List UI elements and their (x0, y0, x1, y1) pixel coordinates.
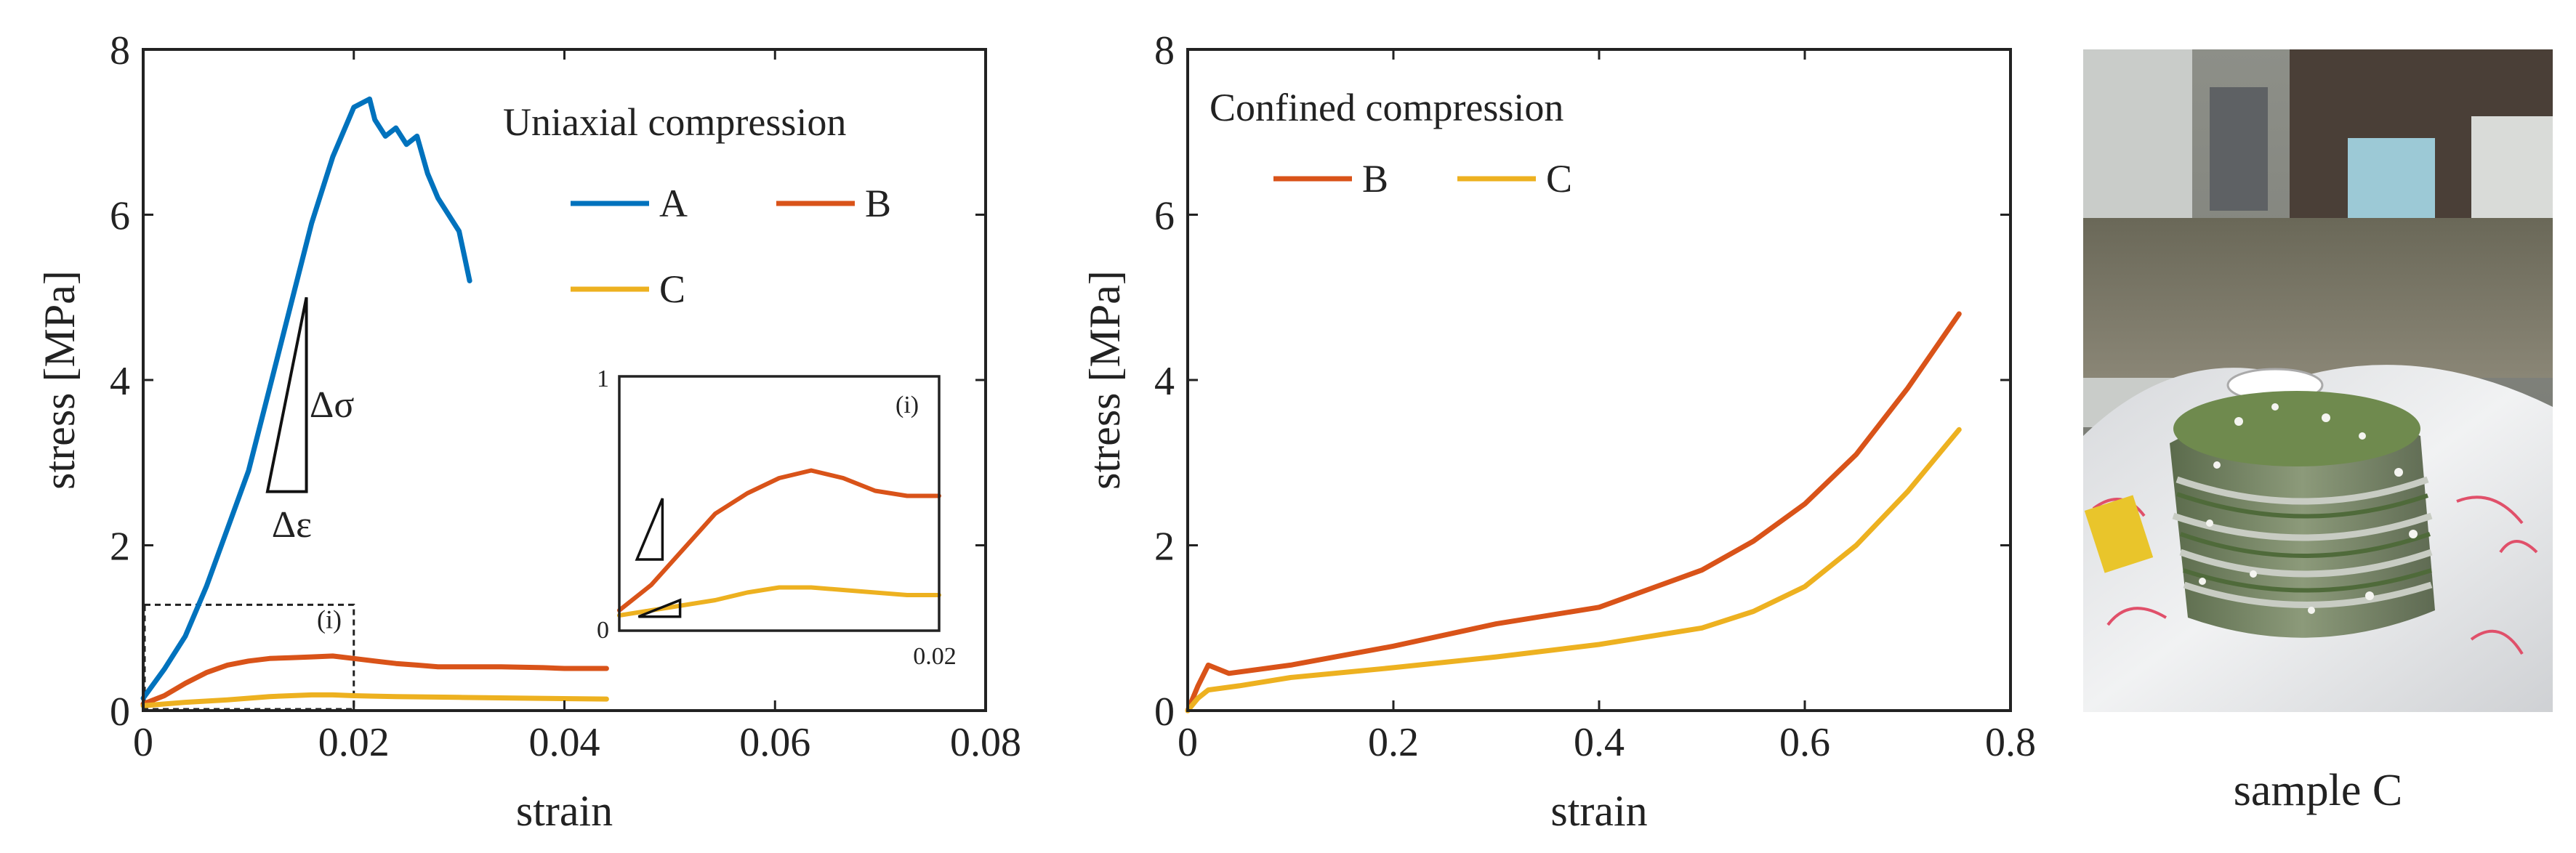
confined-x-tick-label: 0.4 (1574, 720, 1625, 765)
uniaxial-y-axis-label: stress [MPa] (36, 270, 84, 490)
inset-series (617, 468, 941, 618)
confined-x-tick-label: 0 (1178, 720, 1198, 765)
uniaxial-x-tick-label: 0.06 (739, 720, 810, 765)
confined-x-tick-label: 0.6 (1779, 720, 1830, 765)
confined-y-tick-label: 0 (1154, 690, 1175, 735)
inset-ticks: 010.02 (597, 365, 957, 670)
uniaxial-legend-label-a: A (659, 182, 688, 225)
inset-y-tick-label: 0 (597, 617, 609, 644)
inset-x-tick-label: 0.02 (913, 643, 957, 670)
uniaxial-y-tick-label: 6 (110, 194, 130, 239)
uniaxial-x-tick-label: 0.08 (950, 720, 1021, 765)
confined-y-tick-label: 8 (1154, 28, 1175, 73)
inset-label: (i) (895, 392, 919, 419)
inset-chart: 010.02 (i) (597, 365, 957, 670)
uniaxial-y-tick-label: 4 (110, 359, 130, 404)
confined-x-tick-label: 0.2 (1368, 720, 1419, 765)
uniaxial-x-axis-label: strain (516, 787, 613, 835)
uniaxial-series-c-line (140, 692, 609, 708)
inset-series-b-line (617, 468, 941, 613)
uniaxial-x-tick-label: 0.04 (529, 720, 600, 765)
confined-legend-label-b: B (1362, 157, 1388, 201)
uniaxial-x-tick-label: 0.02 (318, 720, 390, 765)
confined-chart: 0 0.2 0.4 0.6 0.8 0 2 4 6 8 strain stress [MPa] C… (1081, 28, 2036, 835)
confined-legend-label-c: C (1546, 157, 1572, 201)
uniaxial-legend-title: Uniaxial compression (503, 100, 846, 144)
slope-triangle: Δσ Δε (265, 296, 354, 546)
confined-y-axis-label: stress [MPa] (1081, 270, 1129, 490)
confined-plot-frame (1186, 48, 2012, 712)
confined-y-tick-label: 6 (1154, 194, 1175, 239)
photo-caption: sample C (2234, 766, 2402, 815)
confined-series (1185, 311, 1962, 713)
confined-x-axis-label: strain (1550, 787, 1647, 835)
uniaxial-legend: Uniaxial compression A B C (503, 100, 891, 311)
inset-plot-frame (618, 375, 941, 632)
inset-y-tick-label: 1 (597, 365, 609, 392)
uniaxial-legend-label-b: B (865, 182, 891, 225)
delta-epsilon-label: Δε (272, 504, 312, 546)
uniaxial-x-tick-label: 0 (133, 720, 153, 765)
uniaxial-series-a-line (140, 96, 472, 701)
confined-y-tick-label: 4 (1154, 359, 1175, 404)
confined-series-c-line (1185, 426, 1962, 713)
confined-legend: Confined compression B C (1209, 86, 1572, 201)
uniaxial-series-b-line (140, 653, 609, 707)
inset-slope-triangles (635, 498, 682, 618)
uniaxial-y-tick-label: 8 (110, 28, 130, 73)
zoom-region-label: (i) (317, 605, 342, 634)
uniaxial-ticks: 0 0.02 0.04 0.06 0.08 0 2 4 6 8 (110, 28, 1021, 765)
uniaxial-legend-label-c: C (659, 267, 685, 311)
confined-ticks: 0 0.2 0.4 0.6 0.8 0 2 4 6 8 (1154, 28, 2036, 765)
uniaxial-y-tick-label: 0 (110, 690, 130, 735)
confined-x-tick-label: 0.8 (1985, 720, 2036, 765)
sample-photo: sample C (2083, 49, 2553, 815)
confined-legend-title: Confined compression (1209, 86, 1563, 129)
uniaxial-y-tick-label: 2 (110, 525, 130, 570)
inset-series-c-line (617, 585, 941, 618)
confined-y-tick-label: 2 (1154, 525, 1175, 570)
confined-series-b-line (1185, 311, 1962, 713)
uniaxial-series (140, 96, 609, 708)
delta-sigma-label: Δσ (310, 384, 354, 426)
